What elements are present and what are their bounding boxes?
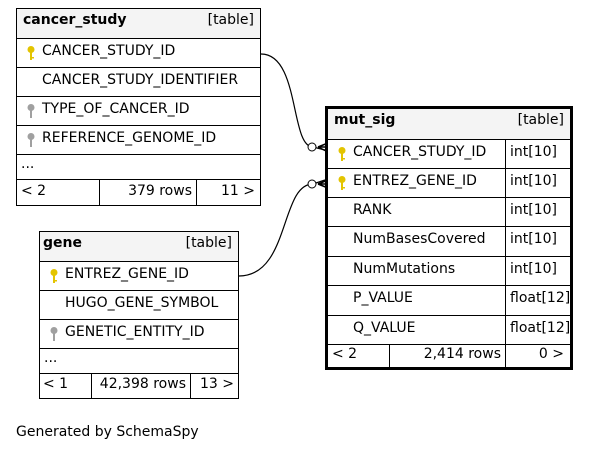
table-name[interactable]: gene [43,235,82,251]
column-name: REFERENCE_GENOME_ID [42,130,217,146]
column-name: ENTREZ_GENE_ID [353,173,477,189]
column-name: Q_VALUE [353,320,416,336]
column-type: int[10] [505,198,557,226]
foreign-key-icon [27,133,35,147]
relation-end-marker [307,142,317,152]
table-gene[interactable]: gene [table] ENTREZ_GENE_ID HUGO_GENE_SY… [39,231,239,399]
column-type: float[12] [505,286,570,315]
primary-key-icon [27,46,35,60]
column-row[interactable]: GENETIC_ENTITY_ID [40,320,238,349]
column-row[interactable]: P_VALUE float[12] [328,286,570,316]
column-type: int[10] [505,169,557,197]
column-row[interactable]: REFERENCE_GENOME_ID [17,126,260,155]
more-columns: ... [40,349,238,374]
children-link[interactable]: 13 > [190,373,238,398]
table-name[interactable]: mut_sig [334,112,396,128]
children-link[interactable]: 11 > [196,180,260,205]
table-header: cancer_study [table] [17,9,260,39]
table-header: mut_sig [table] [328,109,570,140]
column-row[interactable]: Q_VALUE float[12] [328,316,570,345]
column-type: float[12] [505,316,570,344]
relation-gene-to-mut-sig [238,179,326,277]
table-footer: < 1 42,398 rows 13 > [40,373,238,398]
column-row[interactable]: NumMutations int[10] [328,257,570,286]
children-link[interactable]: 0 > [505,345,570,367]
column-row[interactable]: HUGO_GENE_SYMBOL [40,291,238,320]
ellipsis: ... [21,156,35,172]
column-row[interactable]: RANK int[10] [328,198,570,227]
ellipsis: ... [44,350,58,366]
table-kind: [table] [185,235,232,251]
relation-cancer-study-to-mut-sig [260,53,326,151]
column-row[interactable]: ENTREZ_GENE_ID int[10] [328,169,570,198]
column-row[interactable]: CANCER_STUDY_ID [17,39,260,68]
column-name: TYPE_OF_CANCER_ID [42,101,190,117]
column-name: P_VALUE [353,290,413,306]
primary-key-icon [338,176,346,190]
column-name: CANCER_STUDY_ID [353,144,487,160]
column-type: int[10] [505,140,557,168]
primary-key-icon [338,147,346,161]
column-name: HUGO_GENE_SYMBOL [65,295,219,311]
row-count: 2,414 rows [389,345,505,367]
generated-by-text: Generated by SchemaSpy [16,424,199,440]
table-footer: < 2 379 rows 11 > [17,180,260,205]
column-row[interactable]: CANCER_STUDY_IDENTIFIER [17,68,260,97]
table-mut-sig[interactable]: mut_sig [table] CANCER_STUDY_ID int[10] … [325,106,573,370]
column-type: int[10] [505,257,557,285]
table-kind: [table] [517,112,564,128]
row-count: 42,398 rows [91,373,190,398]
table-name[interactable]: cancer_study [23,12,127,28]
column-row[interactable]: ENTREZ_GENE_ID [40,262,238,291]
table-footer: < 2 2,414 rows 0 > [328,345,570,367]
foreign-key-icon [50,327,58,341]
column-name: ENTREZ_GENE_ID [65,266,189,282]
table-kind: [table] [207,12,254,28]
column-name: CANCER_STUDY_ID [42,43,176,59]
column-name: GENETIC_ENTITY_ID [65,324,205,340]
table-cancer-study[interactable]: cancer_study [table] CANCER_STUDY_ID CAN… [16,8,261,206]
column-type: int[10] [505,227,557,256]
table-header: gene [table] [40,232,238,262]
more-columns: ... [17,155,260,180]
parents-link[interactable]: < 2 [332,346,358,362]
primary-key-icon [50,269,58,283]
column-name: CANCER_STUDY_IDENTIFIER [42,72,239,88]
relation-end-marker [307,179,317,189]
parents-link[interactable]: < 2 [21,183,47,199]
foreign-key-icon [27,104,35,118]
parents-link[interactable]: < 1 [43,376,69,392]
column-name: RANK [353,202,392,218]
column-row[interactable]: CANCER_STUDY_ID int[10] [328,140,570,169]
column-row[interactable]: NumBasesCovered int[10] [328,227,570,257]
column-name: NumMutations [353,261,456,277]
column-name: NumBasesCovered [353,231,486,247]
row-count: 379 rows [99,180,196,205]
column-row[interactable]: TYPE_OF_CANCER_ID [17,97,260,126]
